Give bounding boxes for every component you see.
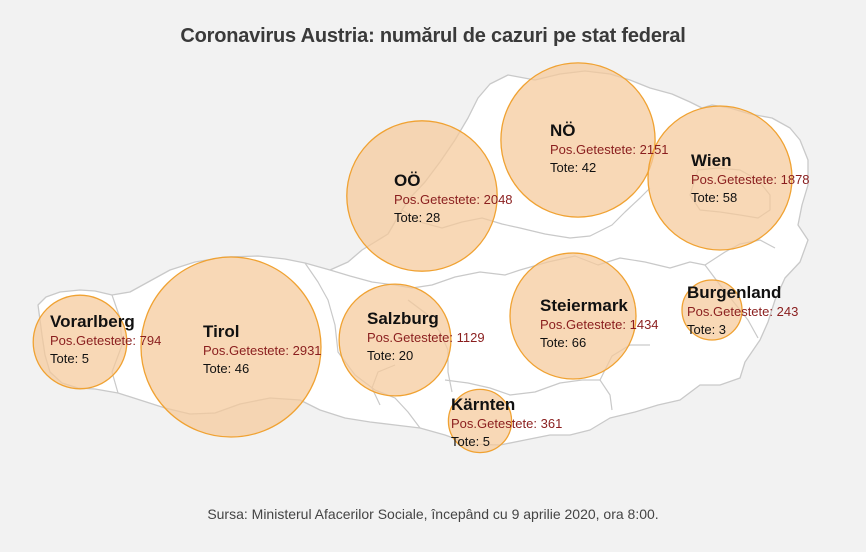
positive-count: Pos.Getestete: 1129 [367,329,485,345]
bubble-kaernten [447,388,513,454]
label-burgenland: Burgenland Pos.Getestete: 243 Tote: 3 [687,284,798,337]
label-ooe: OÖ Pos.Getestete: 2048 Tote: 28 [394,172,513,225]
bubble-salzburg [338,283,452,397]
label-salzburg: Salzburg Pos.Getestete: 1129 Tote: 20 [367,310,485,363]
state-name: Tirol [203,322,240,341]
death-count: Tote: 5 [50,351,90,367]
bubble-wien [647,105,793,251]
positive-count: Pos.Getestete: 2048 [394,191,513,207]
bubble-tirol [140,256,322,438]
label-steiermark: Steiermark Pos.Getestete: 1434 Tote: 66 [540,297,659,350]
state-name: OÖ [394,171,421,190]
positive-count: Pos.Getestete: 794 [50,332,162,348]
death-count: Tote: 46 [203,361,250,377]
state-name: Vorarlberg [50,312,135,331]
positive-count: Pos.Getestete: 361 [451,415,563,431]
bubble-layer [32,62,793,454]
death-count: Tote: 3 [687,322,727,338]
positive-count: Pos.Getestete: 1878 [691,171,810,187]
label-tirol: Tirol Pos.Getestete: 2931 Tote: 46 [203,323,322,376]
state-name: Kärnten [451,395,516,414]
positive-count: Pos.Getestete: 2151 [550,141,669,157]
death-count: Tote: 20 [367,348,414,364]
bubble-steiermark [509,252,637,380]
label-wien: Wien Pos.Getestete: 1878 Tote: 58 [691,152,810,205]
positive-count: Pos.Getestete: 1434 [540,316,659,332]
death-count: Tote: 5 [451,434,491,450]
label-noe: NÖ Pos.Getestete: 2151 Tote: 42 [550,122,669,175]
bubble-burgenland [681,279,743,341]
state-name: Salzburg [367,309,439,328]
bubble-noe [500,62,656,218]
positive-count: Pos.Getestete: 243 [687,303,799,319]
death-count: Tote: 58 [691,190,738,206]
state-name: Burgenland [687,283,782,302]
death-count: Tote: 66 [540,335,587,351]
label-vorarlberg: Vorarlberg Pos.Getestete: 794 Tote: 5 [50,313,161,366]
positive-count: Pos.Getestete: 2931 [203,342,322,358]
state-name: Steiermark [540,296,628,315]
bubble-ooe [346,120,498,272]
source-note: Sursa: Ministerul Afacerilor Sociale, în… [207,506,659,522]
state-name: Wien [691,151,732,170]
label-kaernten: Kärnten Pos.Getestete: 361 Tote: 5 [451,396,562,449]
bubble-vorarlberg [32,294,128,390]
death-count: Tote: 28 [394,210,441,226]
state-name: NÖ [550,121,576,140]
death-count: Tote: 42 [550,160,597,176]
chart-title: Coronavirus Austria: numărul de cazuri p… [180,25,686,47]
